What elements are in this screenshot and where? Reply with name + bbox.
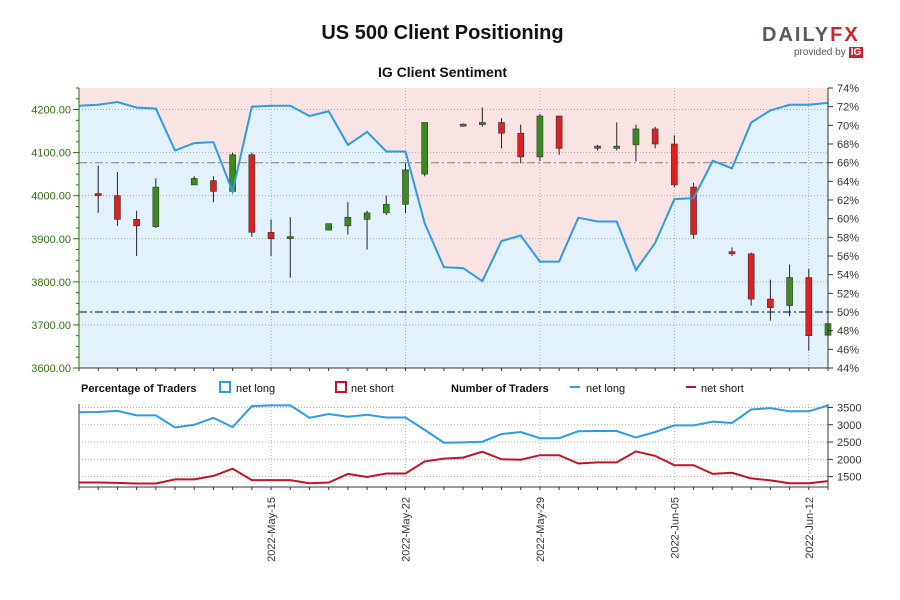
candle-body-down bbox=[690, 186, 697, 235]
candle-body-down bbox=[267, 232, 275, 240]
candle-body-up bbox=[421, 122, 428, 175]
candle-body-down bbox=[747, 253, 755, 300]
logo-provided-by: provided by IG bbox=[794, 47, 864, 58]
x-axis-date-label: 2022-May-15 bbox=[266, 497, 278, 562]
right-tick-label: 72% bbox=[837, 102, 859, 114]
candle-body-down bbox=[594, 145, 601, 149]
candle-body-down bbox=[728, 251, 736, 255]
candle-body-down bbox=[248, 154, 256, 233]
sentiment-background bbox=[79, 88, 828, 368]
candle-body-up bbox=[152, 186, 160, 228]
left-tick-label: 3600.00 bbox=[31, 363, 71, 375]
chart-subtitle: IG Client Sentiment bbox=[377, 64, 508, 80]
legend-number-heading: Number of Traders bbox=[451, 383, 549, 395]
price-candles bbox=[94, 107, 832, 351]
lower-tick-label: 3500 bbox=[837, 402, 861, 414]
candle-body-up bbox=[363, 212, 371, 220]
legend-pct-long-swatch bbox=[219, 381, 231, 393]
x-axis-date-label: 2022-Jun-12 bbox=[804, 497, 816, 559]
legend-pct-long-label: net long bbox=[236, 383, 275, 395]
candle-body-up bbox=[344, 216, 352, 227]
legend-percentage-heading: Percentage of Traders bbox=[81, 383, 197, 395]
candle-body-up bbox=[479, 122, 486, 125]
left-tick-label: 3900.00 bbox=[31, 234, 71, 246]
legend-pct-short-swatch bbox=[335, 381, 347, 393]
dailyfx-logo: DAILYFX provided by IG bbox=[762, 24, 872, 64]
logo-wordmark: DAILYFX bbox=[762, 24, 860, 46]
candle-body-down bbox=[210, 180, 217, 192]
main-axes: 3600.00 3700.00 3800.00 3900.00 4000.00 4100.… bbox=[31, 83, 859, 375]
candle-body-down bbox=[133, 219, 140, 227]
right-tick-label: 66% bbox=[837, 158, 859, 170]
lower-tick-label: 2500 bbox=[837, 437, 861, 449]
legend-num-long-label: net long bbox=[586, 383, 625, 395]
candle-body-down bbox=[555, 115, 563, 149]
right-tick-label: 60% bbox=[837, 214, 859, 226]
left-tick-label: 4200.00 bbox=[31, 105, 71, 117]
legend: Percentage of Traders net long net short… bbox=[81, 381, 744, 395]
ig-logo: IG bbox=[848, 47, 864, 58]
candle-body-up bbox=[613, 145, 621, 149]
lower-tick-label: 1500 bbox=[837, 472, 861, 484]
left-tick-label: 3700.00 bbox=[31, 320, 71, 332]
traders-count-panel: 1500 2000 2500 3000 3500 2022-May-15 2022-May-… bbox=[78, 402, 861, 562]
candle-body-down bbox=[94, 193, 102, 196]
right-tick-label: 54% bbox=[837, 270, 859, 282]
right-tick-label: 50% bbox=[837, 307, 859, 319]
right-tick-label: 44% bbox=[837, 363, 859, 375]
candle-body-up bbox=[190, 178, 198, 186]
provided-by-text: provided by bbox=[794, 47, 846, 58]
right-tick-label: 74% bbox=[837, 83, 859, 95]
candle-body-up bbox=[632, 128, 640, 146]
right-tick-label: 58% bbox=[837, 232, 859, 244]
net-long-percent-line bbox=[78, 100, 829, 283]
traders-net-long-series bbox=[78, 404, 829, 444]
right-tick-label: 70% bbox=[837, 120, 859, 132]
lower-tick-label: 3000 bbox=[837, 420, 861, 432]
candle-body-up bbox=[286, 236, 294, 239]
candle-body-up bbox=[402, 169, 409, 205]
left-tick-label: 3800.00 bbox=[31, 277, 71, 289]
chart-title: US 500 Client Positioning bbox=[321, 22, 564, 44]
net-long-zone bbox=[79, 102, 828, 368]
candle-body-up bbox=[325, 223, 332, 231]
right-tick-label: 62% bbox=[837, 195, 859, 207]
x-axis-date-label: 2022-May-29 bbox=[535, 497, 547, 562]
legend-pct-short-label: net short bbox=[351, 383, 394, 395]
candle-body-down bbox=[651, 128, 659, 145]
x-axis-date-label: 2022-May-22 bbox=[400, 497, 412, 562]
x-axis-date-label: 2022-Jun-05 bbox=[669, 497, 681, 559]
right-tick-label: 46% bbox=[837, 344, 859, 356]
candle-body-down bbox=[498, 122, 505, 134]
right-tick-label: 64% bbox=[837, 176, 859, 188]
logo-daily: DAILY bbox=[762, 24, 831, 46]
left-tick-label: 4000.00 bbox=[31, 191, 71, 203]
candle-body-up bbox=[786, 277, 793, 306]
right-tick-label: 48% bbox=[837, 326, 859, 338]
right-tick-label: 56% bbox=[837, 251, 859, 263]
candle-body-down bbox=[114, 195, 121, 220]
right-tick-label: 68% bbox=[837, 139, 859, 151]
legend-num-short-label: net short bbox=[701, 383, 744, 395]
candle-body-up bbox=[536, 115, 544, 158]
candle-body-up bbox=[459, 123, 467, 127]
reference-lines bbox=[79, 162, 828, 313]
candle-body-down bbox=[805, 277, 813, 336]
logo-fx: FX bbox=[830, 24, 860, 46]
lower-tick-label: 2000 bbox=[837, 454, 861, 466]
candle-body-down bbox=[767, 298, 774, 308]
left-tick-label: 4100.00 bbox=[31, 148, 71, 160]
candle-body-down bbox=[671, 143, 678, 186]
traders-net-short-series bbox=[79, 450, 829, 485]
candle-body-down bbox=[517, 132, 525, 158]
net-long-percent-series bbox=[78, 100, 829, 283]
candle-body-up bbox=[382, 204, 390, 214]
right-tick-label: 52% bbox=[837, 288, 859, 300]
